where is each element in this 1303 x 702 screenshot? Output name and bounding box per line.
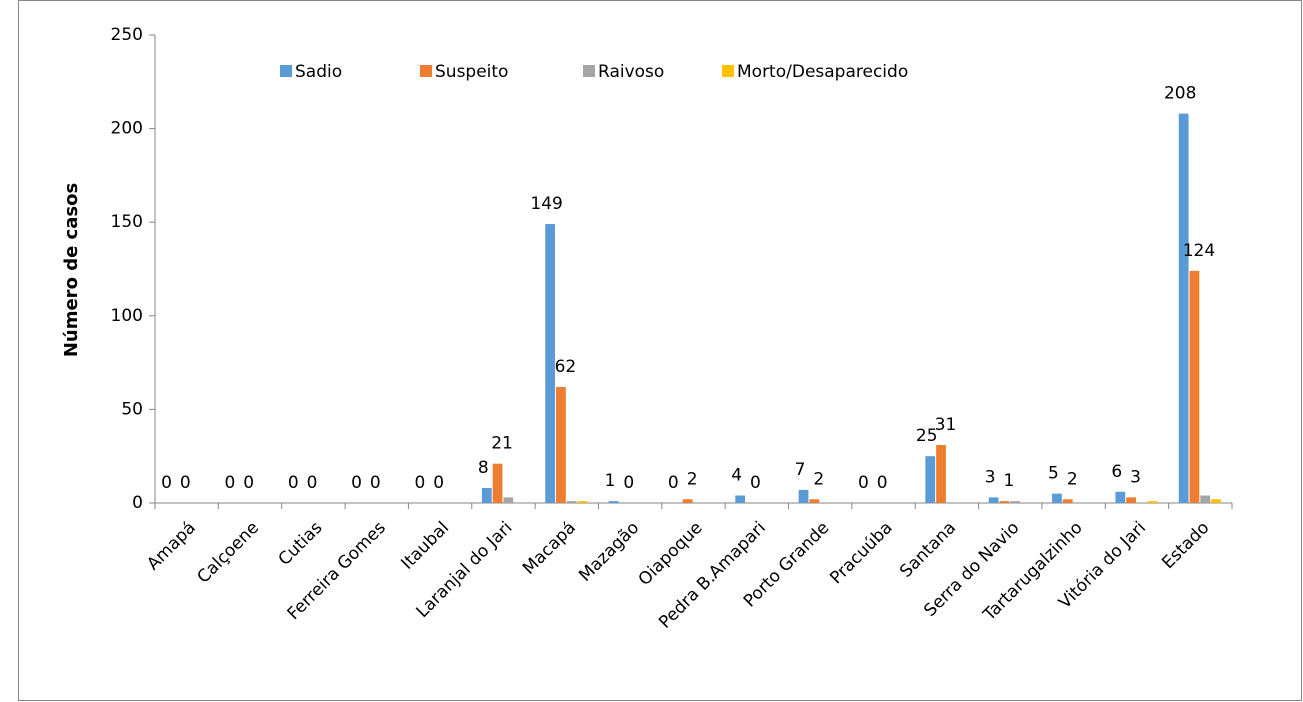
bar xyxy=(925,456,936,503)
data-label: 0 xyxy=(877,473,888,493)
bar xyxy=(682,499,693,503)
data-label: 0 xyxy=(161,473,172,493)
data-label: 2 xyxy=(687,469,698,489)
bar xyxy=(1178,113,1189,504)
y-axis-label: Número de casos xyxy=(61,183,82,357)
bar xyxy=(1189,270,1200,503)
legend-label: Suspeito xyxy=(435,62,508,82)
legend-swatch xyxy=(722,65,734,77)
data-label: 2 xyxy=(813,469,824,489)
legend-label: Morto/Desaparecido xyxy=(737,62,908,82)
y-tick-label: 0 xyxy=(132,493,143,513)
data-label: 1 xyxy=(1003,471,1014,491)
data-label: 0 xyxy=(370,473,381,493)
legend-label: Raivoso xyxy=(598,62,664,82)
bar xyxy=(1062,499,1073,503)
data-label: 1 xyxy=(605,471,616,491)
bar xyxy=(1211,499,1221,503)
data-label: 0 xyxy=(224,473,235,493)
data-label: 4 xyxy=(731,466,742,486)
data-label: 0 xyxy=(433,473,444,493)
chart-border xyxy=(18,0,1302,701)
data-label: 0 xyxy=(415,473,426,493)
legend-label: Sadio xyxy=(295,62,342,82)
data-label: 31 xyxy=(935,415,957,435)
bar xyxy=(1052,493,1062,503)
bar xyxy=(809,499,820,503)
data-label: 2 xyxy=(1067,469,1078,489)
data-label: 0 xyxy=(243,473,254,493)
data-label: 3 xyxy=(985,467,996,487)
y-tick-label: 250 xyxy=(111,25,143,45)
bar xyxy=(999,501,1010,503)
data-label: 0 xyxy=(288,473,299,493)
data-label: 0 xyxy=(858,473,869,493)
data-label: 8 xyxy=(478,458,489,478)
y-tick-label: 200 xyxy=(111,119,143,139)
data-label: 21 xyxy=(491,434,513,454)
legend-swatch xyxy=(420,65,432,77)
bar xyxy=(566,501,577,503)
y-tick-label: 50 xyxy=(121,399,143,419)
bar xyxy=(481,488,492,503)
data-label: 0 xyxy=(180,473,191,493)
bar xyxy=(798,489,809,503)
bar xyxy=(577,501,588,503)
data-label: 0 xyxy=(668,473,679,493)
data-label: 0 xyxy=(351,473,362,493)
data-label: 208 xyxy=(1164,84,1196,104)
bar xyxy=(556,386,566,503)
bar xyxy=(545,224,556,503)
data-label: 7 xyxy=(795,460,806,480)
bar xyxy=(1200,495,1211,503)
legend-swatch xyxy=(280,65,292,77)
y-tick-label: 100 xyxy=(111,306,143,326)
legend-swatch xyxy=(583,65,595,77)
bar xyxy=(503,497,514,503)
bar xyxy=(988,497,999,503)
data-label: 0 xyxy=(307,473,318,493)
bar xyxy=(608,501,619,503)
bar xyxy=(1126,497,1136,503)
bar xyxy=(936,444,946,503)
bar xyxy=(1115,491,1126,503)
bar xyxy=(1010,501,1021,503)
bar xyxy=(735,495,746,503)
data-label: 0 xyxy=(623,473,634,493)
data-label: 149 xyxy=(530,194,562,214)
data-label: 3 xyxy=(1130,467,1141,487)
data-label: 124 xyxy=(1183,241,1215,261)
data-label: 5 xyxy=(1048,464,1059,484)
data-label: 25 xyxy=(916,426,938,446)
bar xyxy=(492,463,503,503)
data-label: 62 xyxy=(555,357,577,377)
y-tick-label: 150 xyxy=(111,212,143,232)
bar xyxy=(1147,501,1158,503)
data-label: 6 xyxy=(1111,462,1122,482)
data-label: 0 xyxy=(750,473,761,493)
